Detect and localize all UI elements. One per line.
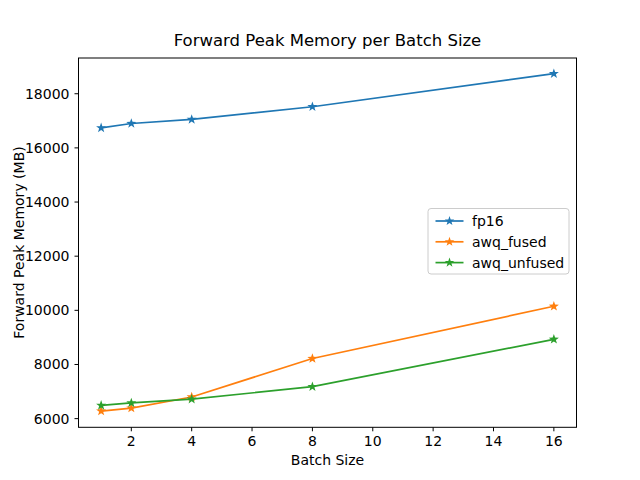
line-chart: Forward Peak Memory per Batch Size Batch… <box>0 0 640 480</box>
x-tick-label: 8 <box>308 433 317 449</box>
y-tick-label: 18000 <box>25 86 70 102</box>
x-tick-label: 6 <box>248 433 257 449</box>
series-line-fp16 <box>101 74 554 128</box>
y-tick-label: 6000 <box>34 411 70 427</box>
data-point-marker-awq_unfused <box>307 381 317 391</box>
x-tick-label: 16 <box>545 433 563 449</box>
y-tick-label: 14000 <box>25 194 70 210</box>
data-point-marker-awq_unfused <box>549 334 559 344</box>
x-tick-label: 4 <box>187 433 196 449</box>
x-tick-label: 2 <box>127 433 136 449</box>
legend-label: awq_fused <box>472 234 547 250</box>
y-tick-label: 10000 <box>25 302 70 318</box>
legend-label: fp16 <box>472 213 504 229</box>
data-point-marker-awq_fused <box>307 353 317 363</box>
y-tick-label: 16000 <box>25 140 70 156</box>
chart-title: Forward Peak Memory per Batch Size <box>174 31 482 50</box>
figure-canvas: Forward Peak Memory per Batch Size Batch… <box>0 0 640 480</box>
legend-label: awq_unfused <box>472 255 564 271</box>
x-tick-label: 12 <box>424 433 442 449</box>
series-line-awq_unfused <box>101 339 554 405</box>
data-point-marker-fp16 <box>96 123 106 133</box>
x-tick-label: 10 <box>364 433 382 449</box>
data-point-marker-fp16 <box>307 101 317 111</box>
data-point-marker-awq_fused <box>549 301 559 311</box>
data-point-marker-fp16 <box>126 118 136 128</box>
y-tick-label: 12000 <box>25 248 70 264</box>
legend: fp16 awq_fused awq_unfused <box>428 209 569 275</box>
plot-area: 2 4 6 8 10 12 14 16 6000 8000 10000 12000 14000 16000… <box>25 58 577 449</box>
x-tick-label: 14 <box>485 433 503 449</box>
x-axis-label: Batch Size <box>291 452 364 468</box>
series-line-awq_fused <box>101 306 554 411</box>
data-point-marker-fp16 <box>187 114 197 124</box>
data-point-marker-fp16 <box>549 68 559 78</box>
y-tick-label: 8000 <box>34 356 70 372</box>
